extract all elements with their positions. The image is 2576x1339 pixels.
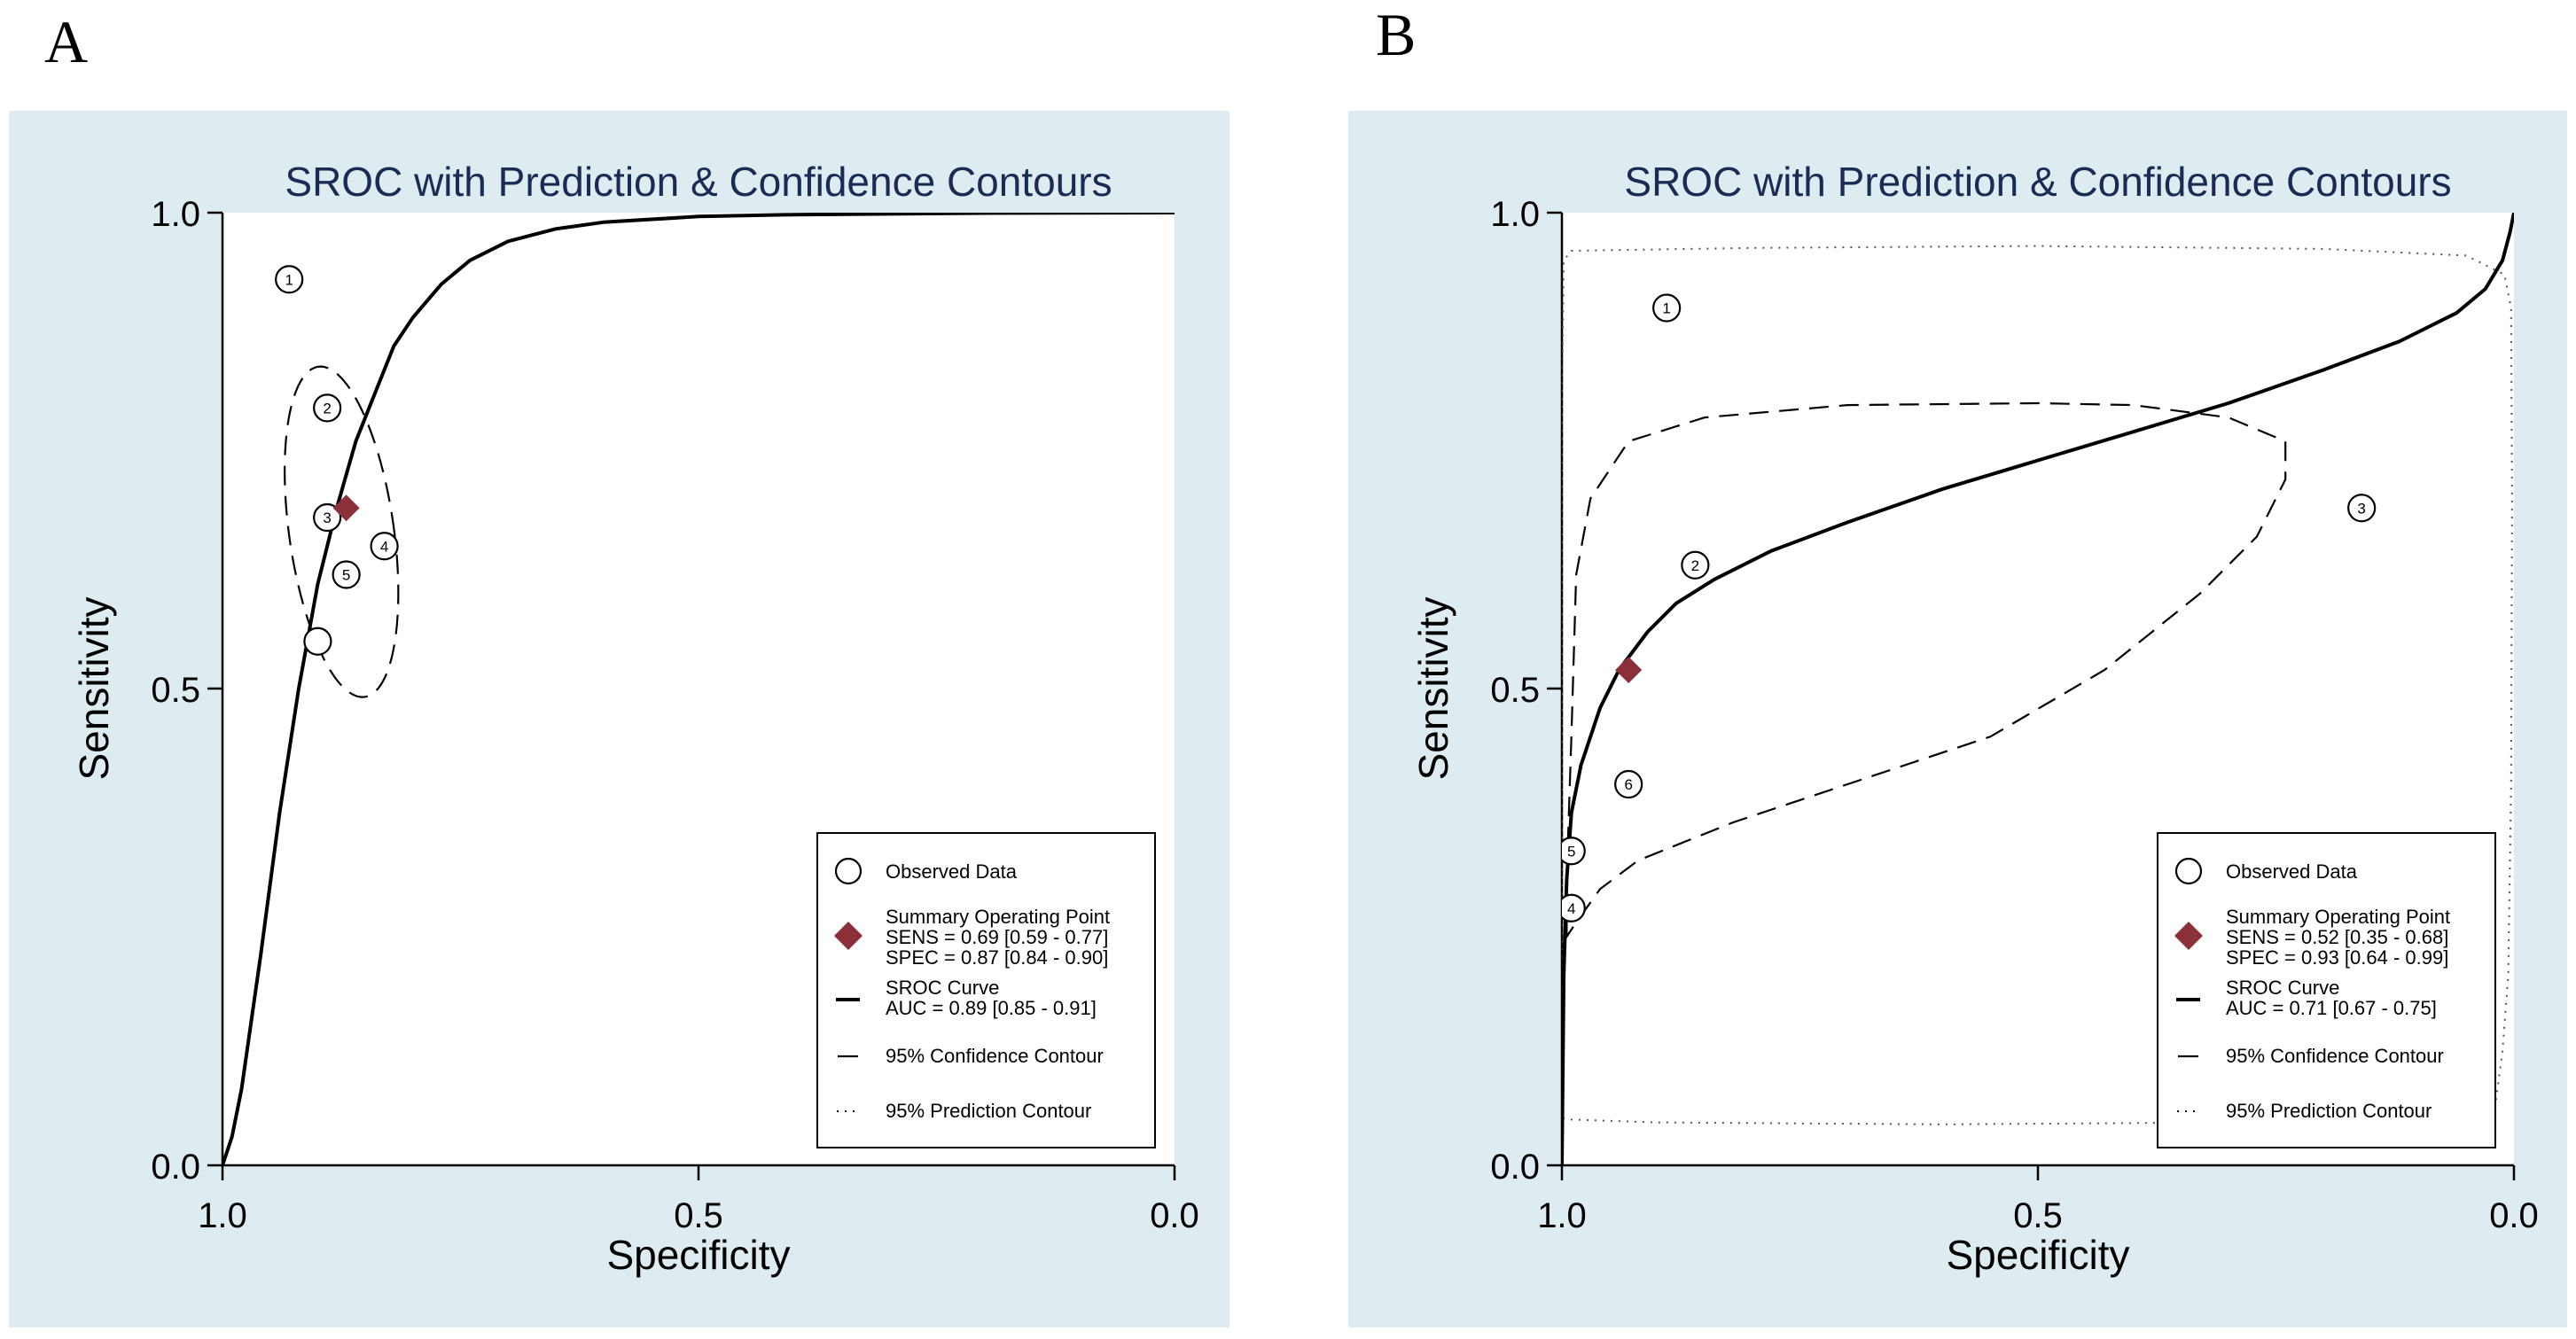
legend-sroc-auc: AUC = 0.89 [0.85 - 0.91] bbox=[886, 997, 1097, 1019]
y-tick-label: 0.0 bbox=[1490, 1148, 1540, 1187]
observed-data-label: 2 bbox=[323, 400, 331, 416]
observed-data-point bbox=[332, 560, 361, 589]
chart-title: SROC with Prediction & Confidence Contou… bbox=[1624, 159, 2451, 205]
summary-point-marker bbox=[2174, 922, 2203, 950]
observed-data-label: 1 bbox=[1662, 300, 1670, 317]
legend-observed: Observed Data bbox=[2226, 860, 2358, 883]
confidence-contour bbox=[284, 365, 400, 698]
panel-letter: A bbox=[44, 8, 88, 75]
y-tick-label: 0.5 bbox=[151, 671, 200, 710]
x-tick-label: 0.0 bbox=[2489, 1196, 2539, 1235]
legend-sroc-title: SROC Curve bbox=[2226, 977, 2339, 999]
x-tick-label: 0.5 bbox=[2013, 1196, 2063, 1235]
observed-data-point bbox=[313, 393, 342, 423]
y-tick-label: 1.0 bbox=[151, 195, 200, 234]
chart-marks: 1 2 3 4 5 6 bbox=[1562, 213, 2514, 1165]
legend-summary-title: Summary Operating Point bbox=[2226, 906, 2450, 928]
confidence-contour bbox=[1565, 401, 2287, 940]
legend-summary-spec: SPEC = 0.93 [0.64 - 0.99] bbox=[2226, 946, 2448, 969]
x-tick-label: 0.5 bbox=[674, 1196, 723, 1235]
observed-data-label: 4 bbox=[380, 538, 388, 555]
observed-data-label: 5 bbox=[342, 567, 350, 584]
observed-data-point bbox=[1562, 893, 1586, 923]
legend-prediction: 95% Prediction Contour bbox=[2226, 1100, 2432, 1122]
x-axis-label: Specificity bbox=[1946, 1232, 2129, 1278]
observed-data-label: 2 bbox=[1691, 557, 1699, 574]
summary-point-marker bbox=[834, 922, 863, 950]
x-tick-label: 1.0 bbox=[1537, 1196, 1587, 1235]
observed-data-marker bbox=[834, 857, 863, 885]
observed-data-label: 3 bbox=[2357, 500, 2365, 517]
legend-prediction: 95% Prediction Contour bbox=[886, 1100, 1091, 1122]
y-tick-label: 0.5 bbox=[1490, 671, 1540, 710]
legend: Observed Data Summary Operating Point SE… bbox=[816, 832, 1156, 1148]
sroc-curve bbox=[222, 213, 1175, 1165]
observed-data-label: 3 bbox=[323, 510, 331, 526]
observed-data-point bbox=[275, 265, 304, 294]
observed-data-label: 5 bbox=[1567, 843, 1575, 860]
observed-data-point bbox=[313, 502, 342, 533]
legend-box bbox=[2157, 832, 2496, 1148]
observed-data-point bbox=[1681, 550, 1710, 580]
legend-box bbox=[816, 832, 1156, 1148]
summary-operating-point bbox=[332, 494, 360, 522]
observed-data-label: 6 bbox=[1624, 776, 1632, 793]
observed-data-point bbox=[303, 627, 332, 656]
legend-sroc-auc: AUC = 0.71 [0.67 - 0.75] bbox=[2226, 997, 2437, 1019]
y-axis-label: Sensitivity bbox=[71, 596, 117, 780]
observed-data-label: 1 bbox=[285, 271, 293, 288]
observed-data-point bbox=[1562, 837, 1586, 866]
legend-summary-sens: SENS = 0.69 [0.59 - 0.77] bbox=[886, 926, 1108, 948]
legend: Observed Data Summary Operating Point SE… bbox=[2157, 832, 2496, 1148]
observed-data-point bbox=[2347, 494, 2377, 523]
x-tick-label: 0.0 bbox=[1150, 1196, 1199, 1235]
summary-operating-point bbox=[1615, 657, 1643, 683]
legend-observed: Observed Data bbox=[886, 860, 1018, 883]
legend-summary-sens: SENS = 0.52 [0.35 - 0.68] bbox=[2226, 926, 2448, 948]
observed-data-marker bbox=[2174, 857, 2203, 885]
panel-letter: B bbox=[1376, 1, 1416, 68]
y-tick-label: 1.0 bbox=[1490, 195, 1540, 234]
chart-title: SROC with Prediction & Confidence Contou… bbox=[285, 159, 1112, 205]
x-tick-label: 1.0 bbox=[198, 1196, 247, 1235]
legend-summary-spec: SPEC = 0.87 [0.84 - 0.90] bbox=[886, 946, 1108, 969]
y-tick-label: 0.0 bbox=[151, 1148, 200, 1187]
legend-confidence: 95% Confidence Contour bbox=[886, 1045, 1104, 1067]
y-axis-label: Sensitivity bbox=[1410, 596, 1456, 780]
chart-marks: 1 2 3 4 5 bbox=[222, 213, 1175, 1165]
legend-summary-title: Summary Operating Point bbox=[886, 906, 1110, 928]
observed-data-point bbox=[1614, 769, 1643, 799]
sroc-curve bbox=[1562, 213, 2514, 1165]
observed-data-point bbox=[370, 532, 399, 561]
observed-data-label: 4 bbox=[1567, 900, 1575, 917]
x-axis-label: Specificity bbox=[606, 1232, 790, 1278]
panel-b: B SROC with Prediction & Confidence Cont… bbox=[1348, 1, 2567, 1327]
legend-sroc-title: SROC Curve bbox=[886, 977, 999, 999]
legend-confidence: 95% Confidence Contour bbox=[2226, 1045, 2444, 1067]
observed-data-point bbox=[1652, 293, 1682, 323]
panel-a: A SROC with Prediction & Confidence Cont… bbox=[9, 8, 1229, 1327]
